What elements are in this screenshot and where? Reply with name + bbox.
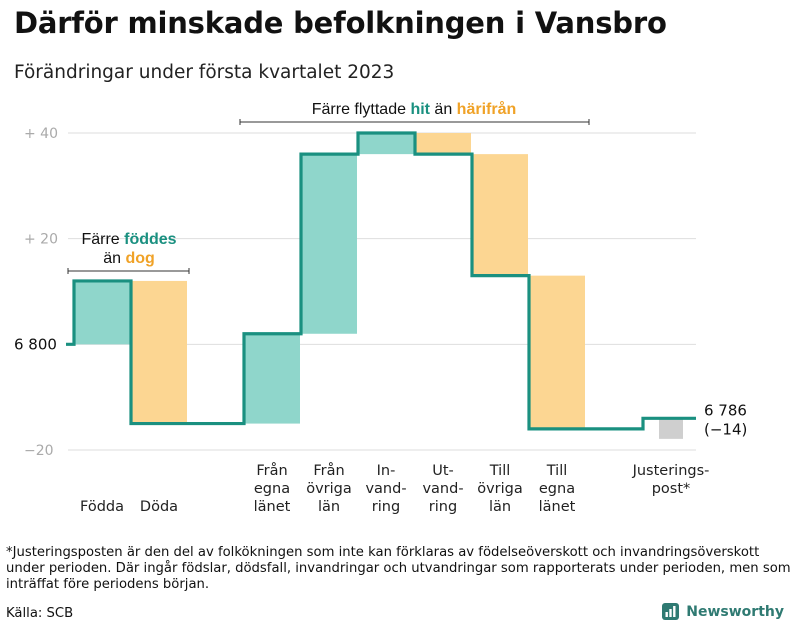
chart-title: Därför minskade befolkningen i Vansbro	[14, 6, 667, 40]
category-label: vand-	[365, 481, 406, 497]
waterfall-bar	[74, 280, 130, 345]
waterfall-bar	[131, 280, 187, 424]
category-label: Till	[546, 463, 568, 479]
category-label: vand-	[422, 481, 463, 497]
level-line	[66, 131, 696, 431]
category-label: Döda	[140, 499, 178, 515]
bar-chart-icon	[662, 603, 680, 620]
waterfall-bar	[301, 154, 357, 334]
annotation-text: än dog	[103, 250, 155, 267]
footnote: *Justeringsposten är den del av folkökni…	[6, 545, 791, 592]
brand-logo: Newsworthy	[662, 603, 784, 620]
annotation-part: Färre flyttade	[312, 101, 411, 118]
annotation-part: än	[103, 250, 125, 267]
annotation-part: föddes	[124, 231, 177, 248]
category-label: Till	[489, 463, 511, 479]
chart-subtitle: Förändringar under första kvartalet 2023	[14, 62, 395, 83]
category-label: länet	[254, 499, 291, 515]
category-label: Från	[313, 462, 344, 479]
bars	[74, 133, 683, 439]
category-label: In-	[377, 463, 396, 479]
category-label: övriga	[477, 481, 523, 497]
waterfall-bar	[472, 154, 528, 276]
annotation-part: härifrån	[457, 100, 517, 118]
annotation-part: hit	[410, 101, 430, 118]
annotation-part: Färre	[81, 231, 124, 248]
annotation-text: Färre flyttade hit än härifrån	[312, 100, 517, 118]
category-label: län	[318, 499, 340, 515]
category-labels: Födda Döda Från egna länet Från övriga län In-va…	[80, 401, 747, 515]
population-level-line	[66, 131, 696, 431]
end-value-label: 6 786	[704, 401, 747, 419]
y-tick-label: 6 800	[14, 335, 57, 353]
annotations: Färre föddes än dog Färre flyttade hit än …	[67, 100, 590, 274]
brand-name: Newsworthy	[686, 603, 784, 620]
end-change-label: (−14)	[704, 420, 747, 438]
category-label: Justerings-	[632, 463, 710, 479]
category-label: egna	[539, 481, 575, 497]
category-label: länet	[539, 499, 576, 515]
category-label: ring	[429, 499, 457, 515]
category-label: Födda	[80, 499, 124, 515]
category-label: övriga	[306, 481, 352, 497]
y-tick-label: + 20	[24, 232, 58, 248]
category-label: post*	[652, 481, 691, 497]
waterfall-chart: + 40+ 206 800−20 Födda DödaFrånegnalänetF…	[14, 100, 747, 515]
waterfall-bar	[529, 275, 585, 429]
category-label: Från	[256, 462, 287, 479]
waterfall-bar	[659, 419, 683, 439]
waterfall-bar	[415, 133, 471, 155]
category-label: Ut-	[432, 463, 454, 479]
category-label: egna	[254, 481, 290, 497]
y-tick-label: −20	[24, 443, 54, 459]
annotation-text: Färre föddes	[81, 231, 176, 248]
category-label: län	[489, 499, 511, 515]
annotation-part: dog	[125, 250, 154, 267]
annotation-part: än	[430, 101, 457, 118]
waterfall-bar	[358, 133, 414, 155]
y-tick-label: + 40	[24, 126, 58, 142]
category-label: ring	[372, 499, 400, 515]
source-note: Källa: SCB	[6, 606, 74, 621]
waterfall-bar	[244, 333, 300, 424]
